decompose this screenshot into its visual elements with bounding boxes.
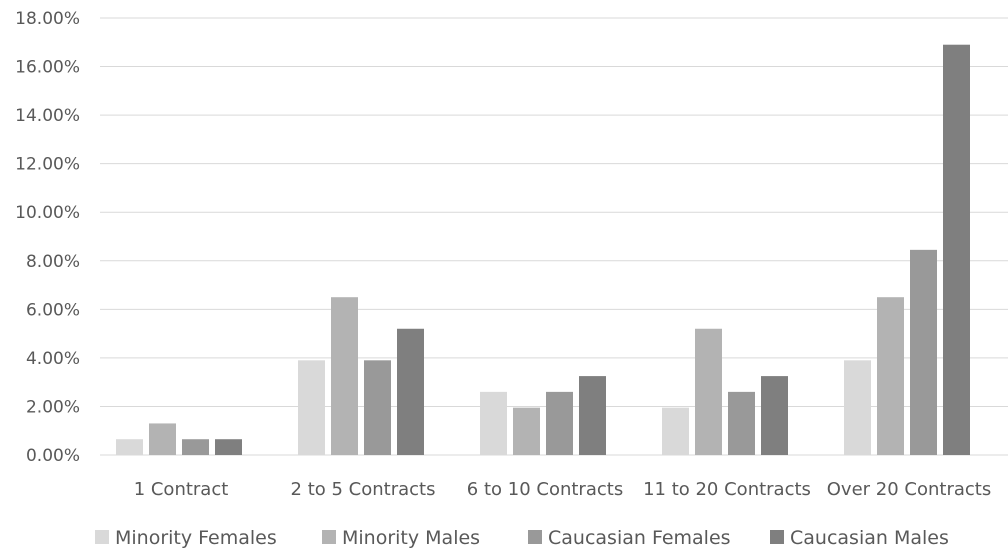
category-label: 2 to 5 Contracts <box>291 479 436 500</box>
y-tick-label: 16.00% <box>15 58 80 78</box>
bar <box>364 360 391 455</box>
y-tick-label: 0.00% <box>26 446 80 466</box>
legend-label: Minority Females <box>115 527 277 549</box>
bar <box>116 439 143 455</box>
bar-group <box>844 44 970 455</box>
bar-group <box>298 297 424 455</box>
y-tick-label: 2.00% <box>26 397 80 417</box>
bar <box>877 297 904 455</box>
y-tick-label: 6.00% <box>26 300 80 320</box>
bar <box>943 44 970 455</box>
bar <box>331 297 358 455</box>
legend-item: Minority Males <box>322 527 480 549</box>
category-labels: 1 Contract 2 to 5 Contracts 6 to 10 Contra… <box>134 479 992 500</box>
y-axis-tick-labels: 0.00% 2.00% 4.00% 6.00% 8.00% 10.00% 12.00% 14.… <box>15 9 80 466</box>
legend-swatch <box>95 530 109 544</box>
bar <box>480 391 507 455</box>
bar <box>910 249 937 455</box>
y-tick-label: 8.00% <box>26 252 80 272</box>
bar <box>298 360 325 455</box>
bar-group <box>116 423 242 455</box>
category-label: Over 20 Contracts <box>827 479 991 500</box>
category-label: 11 to 20 Contracts <box>643 479 811 500</box>
category-label: 6 to 10 Contracts <box>467 479 623 500</box>
bar <box>546 391 573 455</box>
gridlines <box>100 17 1008 456</box>
legend-label: Caucasian Males <box>790 527 949 549</box>
y-tick-label: 10.00% <box>15 203 80 223</box>
legend-item: Caucasian Males <box>770 527 949 549</box>
bar <box>662 407 689 455</box>
legend: Minority Females Minority Males Caucasian … <box>95 527 949 549</box>
bar <box>513 407 540 455</box>
bars <box>116 44 970 455</box>
legend-swatch <box>770 530 784 544</box>
y-tick-label: 14.00% <box>15 106 80 126</box>
bar-group <box>662 328 788 455</box>
legend-item: Caucasian Females <box>528 527 731 549</box>
y-tick-label: 4.00% <box>26 349 80 369</box>
bar <box>215 439 242 455</box>
legend-swatch <box>528 530 542 544</box>
y-tick-label: 12.00% <box>15 155 80 175</box>
legend-item: Minority Females <box>95 527 277 549</box>
bar <box>728 391 755 455</box>
legend-swatch <box>322 530 336 544</box>
category-label: 1 Contract <box>134 479 229 500</box>
bar <box>695 328 722 455</box>
bar <box>579 376 606 455</box>
legend-label: Minority Males <box>342 527 480 549</box>
legend-label: Caucasian Females <box>548 527 731 549</box>
bar <box>844 360 871 455</box>
bar <box>149 423 176 455</box>
bar <box>761 376 788 455</box>
y-tick-label: 18.00% <box>15 9 80 29</box>
bar <box>182 439 209 455</box>
bar-group <box>480 376 606 455</box>
bar <box>397 328 424 455</box>
